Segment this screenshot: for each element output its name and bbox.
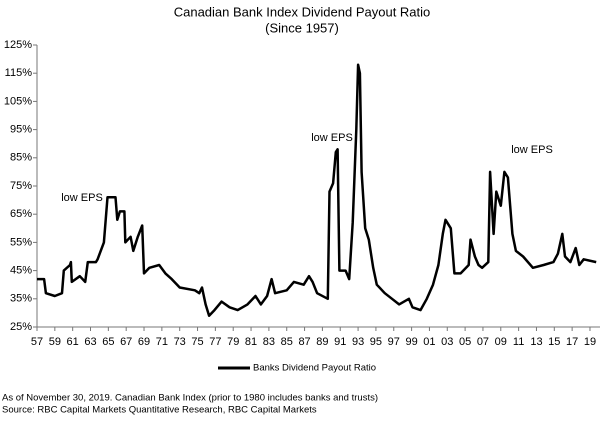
x-tick-label: 79	[227, 336, 239, 348]
y-tick-label: 25%	[10, 321, 32, 333]
x-tick-label: 13	[530, 336, 542, 348]
x-tick-label: 63	[84, 336, 96, 348]
data-line	[37, 63, 597, 317]
x-tick-label: 85	[281, 336, 293, 348]
y-tick-label: 85%	[10, 152, 32, 164]
x-tick-label: 77	[209, 336, 221, 348]
x-tick-label: 99	[405, 336, 417, 348]
x-tick-label: 93	[352, 336, 364, 348]
x-tick-label: 81	[245, 336, 257, 348]
x-tick-label: 83	[263, 336, 275, 348]
x-tick-label: 59	[49, 336, 61, 348]
y-tick-label: 115%	[5, 67, 33, 79]
y-tick-label: 65%	[10, 208, 32, 220]
x-tick-label: 17	[566, 336, 578, 348]
x-tick-label: 71	[156, 336, 168, 348]
x-tick-label: 01	[423, 336, 435, 348]
chart-title: Canadian Bank Index Dividend Payout Rati…	[174, 4, 431, 19]
annotation: low EPS	[511, 144, 553, 156]
y-tick-label: 55%	[10, 236, 32, 248]
x-tick-label: 19	[584, 336, 596, 348]
footnote: Source: RBC Capital Markets Quantitative…	[2, 405, 317, 416]
x-tick-label: 73	[174, 336, 186, 348]
y-tick-label: 125%	[4, 39, 32, 51]
x-tick-label: 75	[191, 336, 203, 348]
x-tick-label: 67	[120, 336, 132, 348]
y-tick-label: 95%	[10, 124, 32, 136]
x-tick-label: 97	[388, 336, 400, 348]
x-tick-label: 07	[477, 336, 489, 348]
x-tick-label: 15	[548, 336, 560, 348]
x-tick-label: 57	[31, 336, 43, 348]
y-tick-label: 75%	[10, 180, 32, 192]
footnote: As of November 30, 2019. Canadian Bank I…	[2, 393, 378, 404]
annotation: low EPS	[61, 192, 103, 204]
x-tick-label: 89	[316, 336, 328, 348]
x-tick-label: 69	[138, 336, 150, 348]
x-tick-label: 95	[370, 336, 382, 348]
annotation: low EPS	[311, 132, 353, 144]
x-tick-label: 61	[67, 336, 79, 348]
x-tick-label: 65	[102, 336, 114, 348]
x-tick-label: 91	[334, 336, 346, 348]
y-tick-label: 35%	[10, 293, 32, 305]
legend-label: Banks Dividend Payout Ratio	[253, 363, 376, 374]
x-tick-label: 03	[441, 336, 453, 348]
y-tick-label: 45%	[10, 265, 32, 277]
y-tick-label: 105%	[4, 95, 32, 107]
x-tick-label: 11	[513, 336, 524, 348]
x-tick-label: 05	[459, 336, 471, 348]
x-tick-label: 87	[298, 336, 310, 348]
x-tick-label: 09	[495, 336, 507, 348]
chart-subtitle: (Since 1957)	[265, 20, 339, 35]
